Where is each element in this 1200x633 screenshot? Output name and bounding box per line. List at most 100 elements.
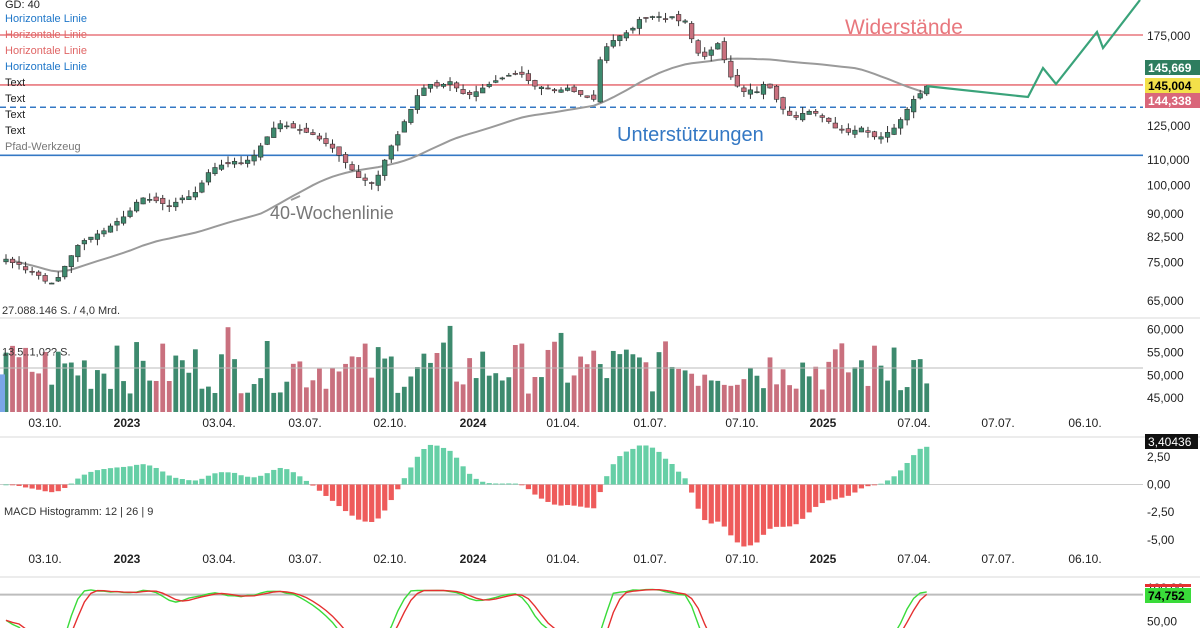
macd-bar	[878, 483, 884, 485]
candle	[62, 265, 68, 278]
time-axis-label: 03.10.	[28, 552, 61, 566]
volume-bar	[473, 378, 479, 412]
volume-bar	[303, 387, 309, 412]
legend-item-text-4[interactable]: Text	[5, 125, 26, 137]
volume-bar	[101, 373, 107, 412]
volume-bar	[356, 357, 362, 412]
macd-bar	[107, 468, 114, 485]
volume-bar	[114, 345, 120, 412]
volume-bar	[539, 377, 544, 412]
macd-bar	[551, 484, 558, 505]
candle	[571, 86, 577, 93]
volume-bar	[49, 384, 55, 412]
time-axis-label: 01.07.	[633, 416, 666, 430]
volume-bar	[199, 388, 205, 412]
macd-bar	[911, 455, 917, 485]
macd-bar	[453, 457, 460, 485]
macd-bar	[440, 447, 447, 485]
macd-bar	[467, 473, 473, 485]
volume-bar	[565, 382, 570, 412]
candle	[336, 146, 342, 156]
time-axis-label: 02.10.	[373, 552, 406, 566]
candle	[623, 32, 629, 39]
volume-panel: 27.088.146 S. / 4,0 Mrd. 13.5..1,0?? S. 60…	[0, 305, 1184, 412]
legend-item-horizontal-line-1[interactable]: Horizontale Linie	[5, 13, 87, 25]
macd-bar	[238, 475, 244, 485]
legend-item-text-3[interactable]: Text	[5, 109, 26, 121]
macd-bar	[571, 484, 577, 506]
volume-bar	[460, 384, 466, 412]
legend-item-text-2[interactable]: Text	[5, 93, 26, 105]
time-axis-label: 06.10.	[1068, 416, 1101, 430]
macd-bar	[486, 483, 492, 485]
macd-bar	[480, 481, 486, 485]
volume-bar	[454, 381, 459, 412]
candle	[316, 135, 323, 140]
volume-bar	[637, 357, 642, 412]
macd-bar	[22, 484, 29, 488]
volume-bar	[558, 332, 564, 412]
candle	[610, 40, 616, 47]
macd-bar	[356, 484, 362, 520]
volume-bar	[108, 388, 113, 412]
volume-bar	[578, 356, 584, 412]
macd-bar	[597, 484, 603, 493]
macd-bar	[754, 484, 760, 543]
macd-bar	[506, 483, 512, 485]
macd-bar	[858, 484, 865, 489]
macd-bar	[342, 484, 349, 512]
macd-bar	[49, 484, 55, 493]
macd-bar	[767, 484, 773, 529]
volume-bar	[88, 388, 94, 412]
volume-bar	[721, 384, 727, 412]
candle	[760, 83, 767, 95]
volume-bar	[663, 341, 668, 412]
macd-bar	[578, 484, 584, 507]
macd-bar	[3, 484, 9, 486]
macd-bar	[225, 472, 231, 485]
macd-bar	[408, 467, 414, 485]
candle	[715, 43, 721, 50]
macd-bar	[832, 484, 838, 500]
macd-bar	[310, 484, 316, 486]
candle	[898, 119, 904, 129]
macd-bar	[186, 480, 192, 485]
volume-bar	[401, 386, 407, 412]
candle	[199, 182, 205, 193]
legend-item-horizontal-line-3[interactable]: Horizontale Linie	[5, 45, 87, 57]
macd-bar	[741, 484, 747, 547]
candle	[440, 83, 447, 87]
volume-bar	[323, 388, 329, 412]
macd-bar	[917, 448, 923, 485]
volume-bar	[506, 377, 512, 412]
volume-bar	[382, 358, 388, 412]
macd-bar	[264, 473, 270, 485]
legend-item-path-tool[interactable]: Pfad-Werkzeug	[5, 141, 81, 153]
legend-item-horizontal-line-4[interactable]: Horizontale Linie	[5, 61, 87, 73]
volume-bar	[767, 357, 773, 412]
projection-path	[926, 0, 1141, 99]
candle	[231, 161, 238, 165]
volume-bar	[904, 387, 910, 412]
time-axis-label: 07.07.	[981, 552, 1014, 566]
price-tick-label: 175,000	[1147, 29, 1191, 43]
volume-bar	[349, 356, 355, 412]
macd-bar	[218, 472, 225, 485]
legend-item-text-1[interactable]: Text	[5, 77, 26, 89]
candle	[284, 125, 290, 128]
time-axis-label: 03.07.	[288, 552, 321, 566]
volume-bar	[362, 343, 368, 412]
macd-bar	[212, 473, 218, 485]
volume-bar	[650, 391, 655, 412]
macd-bar	[806, 484, 812, 513]
volume-bar	[885, 380, 890, 412]
volume-bar	[617, 354, 623, 412]
macd-bar	[695, 484, 701, 509]
legend-item-horizontal-line-2[interactable]: Horizontale Linie	[5, 29, 87, 41]
candle	[617, 35, 623, 42]
macd-bar	[36, 484, 42, 490]
volume-bar	[179, 360, 185, 412]
macd-bar	[558, 484, 564, 506]
volume-bar	[75, 375, 81, 412]
